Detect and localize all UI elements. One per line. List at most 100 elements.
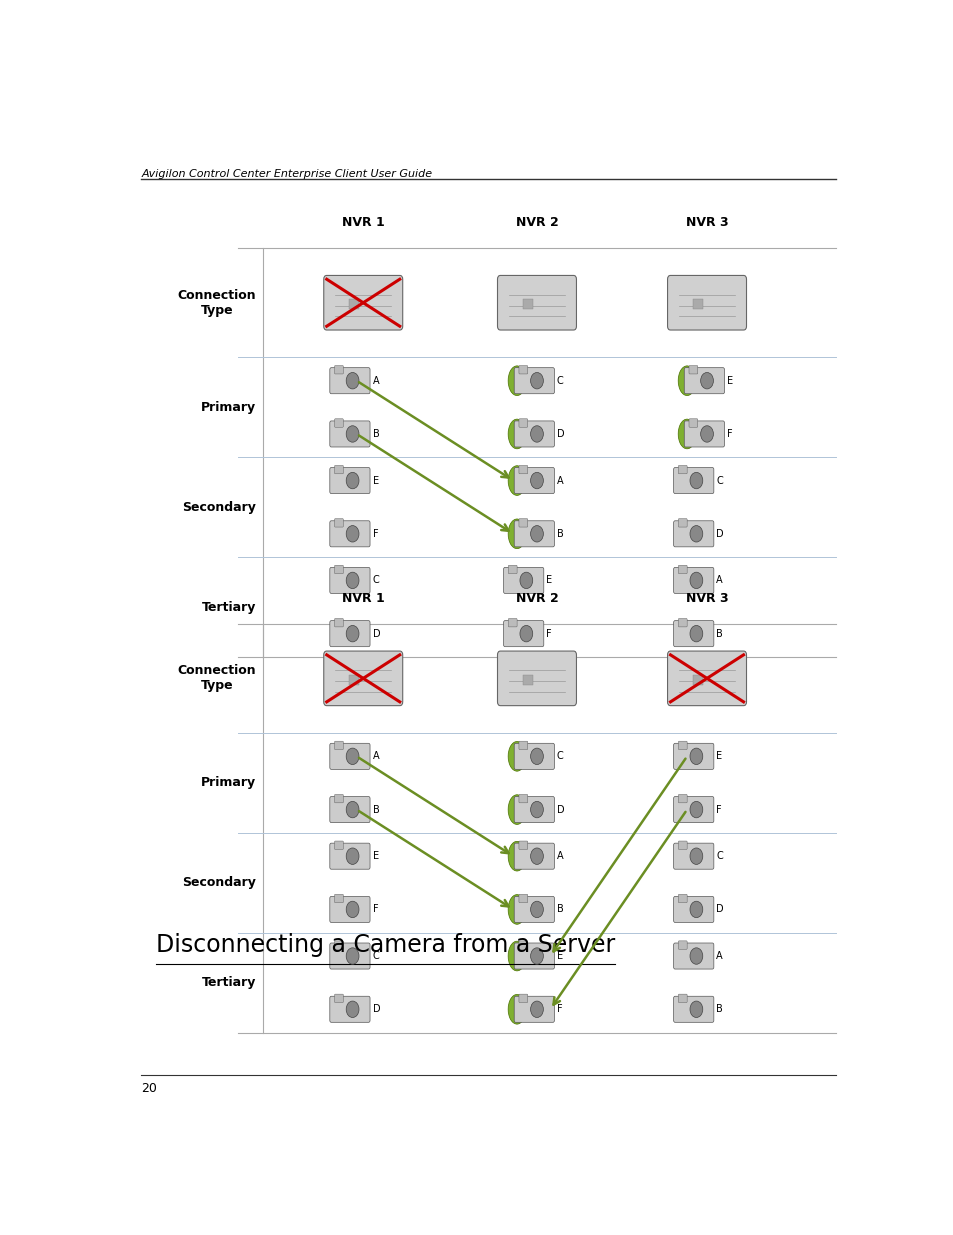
Ellipse shape (508, 841, 525, 871)
FancyBboxPatch shape (678, 994, 686, 1003)
Ellipse shape (508, 466, 525, 495)
Text: Connection
Type: Connection Type (177, 289, 255, 316)
Text: B: B (716, 629, 722, 638)
Ellipse shape (508, 894, 525, 924)
Circle shape (346, 373, 358, 389)
FancyBboxPatch shape (518, 419, 527, 427)
FancyBboxPatch shape (335, 619, 343, 627)
Text: F: F (373, 529, 377, 538)
Circle shape (689, 848, 702, 864)
Text: F: F (716, 804, 721, 815)
Circle shape (689, 902, 702, 918)
Circle shape (530, 748, 543, 764)
Ellipse shape (508, 994, 525, 1024)
Circle shape (346, 625, 358, 642)
FancyBboxPatch shape (335, 894, 343, 903)
Circle shape (530, 802, 543, 818)
FancyBboxPatch shape (518, 994, 527, 1003)
FancyBboxPatch shape (514, 797, 554, 823)
Circle shape (530, 426, 543, 442)
Text: D: D (557, 429, 564, 438)
Circle shape (346, 848, 358, 864)
Bar (349, 674, 358, 685)
Text: D: D (716, 904, 723, 914)
Ellipse shape (508, 941, 525, 971)
Text: F: F (373, 904, 377, 914)
Circle shape (346, 1002, 358, 1018)
FancyBboxPatch shape (518, 894, 527, 903)
FancyBboxPatch shape (508, 619, 517, 627)
Ellipse shape (678, 419, 696, 448)
Circle shape (346, 426, 358, 442)
Circle shape (689, 802, 702, 818)
FancyBboxPatch shape (335, 841, 343, 850)
Text: Primary: Primary (201, 777, 255, 789)
Text: E: E (546, 576, 552, 585)
FancyBboxPatch shape (514, 421, 554, 447)
FancyBboxPatch shape (330, 368, 370, 394)
Text: E: E (373, 851, 378, 861)
Circle shape (530, 373, 543, 389)
Text: E: E (373, 475, 378, 485)
FancyBboxPatch shape (678, 941, 686, 950)
Text: F: F (546, 629, 552, 638)
Circle shape (689, 472, 702, 489)
Ellipse shape (508, 366, 525, 395)
Text: D: D (373, 629, 380, 638)
FancyBboxPatch shape (688, 419, 697, 427)
FancyBboxPatch shape (673, 944, 713, 969)
Text: D: D (557, 804, 564, 815)
FancyBboxPatch shape (673, 897, 713, 923)
FancyBboxPatch shape (323, 275, 402, 330)
Text: E: E (726, 375, 732, 385)
FancyBboxPatch shape (678, 741, 686, 750)
FancyBboxPatch shape (514, 368, 554, 394)
FancyBboxPatch shape (335, 566, 343, 573)
Text: C: C (716, 851, 722, 861)
Text: Tertiary: Tertiary (201, 600, 255, 614)
Text: D: D (373, 1004, 380, 1014)
Text: C: C (557, 375, 563, 385)
Bar (692, 674, 702, 685)
Circle shape (346, 472, 358, 489)
FancyBboxPatch shape (673, 997, 713, 1023)
Circle shape (700, 426, 713, 442)
FancyBboxPatch shape (683, 421, 723, 447)
Text: A: A (373, 375, 378, 385)
Text: NVR 2: NVR 2 (515, 216, 558, 228)
FancyBboxPatch shape (673, 621, 713, 647)
FancyBboxPatch shape (678, 794, 686, 803)
FancyBboxPatch shape (667, 651, 746, 705)
FancyBboxPatch shape (678, 894, 686, 903)
Text: 20: 20 (141, 1082, 157, 1095)
Circle shape (519, 625, 532, 642)
Circle shape (530, 947, 543, 965)
Text: B: B (373, 804, 379, 815)
FancyBboxPatch shape (330, 567, 370, 594)
Circle shape (346, 947, 358, 965)
Bar (692, 299, 702, 309)
Circle shape (689, 748, 702, 764)
FancyBboxPatch shape (667, 275, 746, 330)
FancyBboxPatch shape (518, 741, 527, 750)
Circle shape (689, 572, 702, 589)
Circle shape (689, 947, 702, 965)
FancyBboxPatch shape (514, 897, 554, 923)
FancyBboxPatch shape (673, 743, 713, 769)
Text: B: B (557, 529, 563, 538)
FancyBboxPatch shape (673, 797, 713, 823)
FancyBboxPatch shape (330, 897, 370, 923)
Text: C: C (373, 576, 379, 585)
Text: NVR 3: NVR 3 (685, 216, 727, 228)
FancyBboxPatch shape (688, 366, 697, 374)
Text: NVR 3: NVR 3 (685, 592, 727, 605)
Text: A: A (557, 851, 563, 861)
Bar (522, 299, 532, 309)
FancyBboxPatch shape (518, 794, 527, 803)
Text: Secondary: Secondary (182, 877, 255, 889)
Text: C: C (373, 951, 379, 961)
Ellipse shape (508, 741, 525, 771)
Text: B: B (716, 1004, 722, 1014)
Text: B: B (373, 429, 379, 438)
Text: NVR 2: NVR 2 (515, 592, 558, 605)
